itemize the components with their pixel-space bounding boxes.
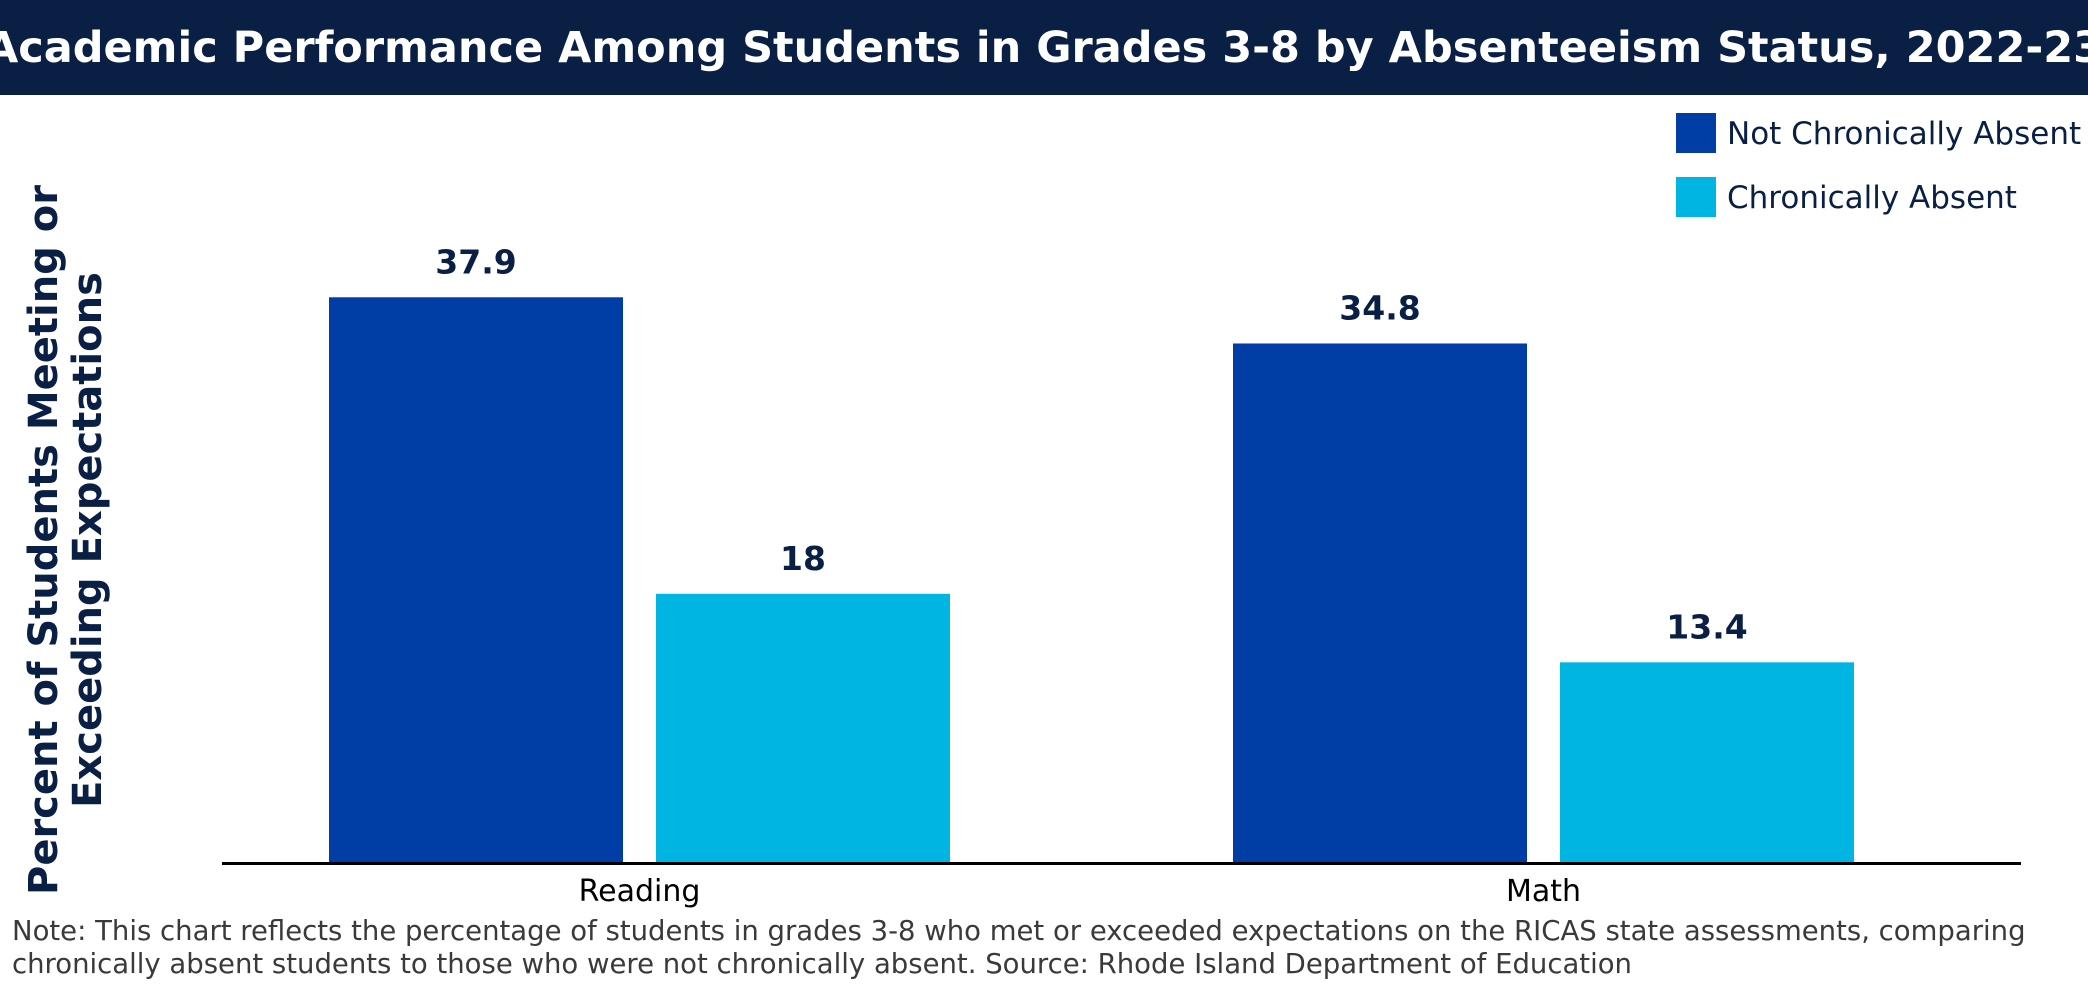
category-label-math: Math xyxy=(1506,874,1581,909)
value-label-math-chronically-absent: 13.4 xyxy=(1666,607,1747,646)
category-labels: Reading Math xyxy=(579,874,1581,909)
legend-swatch-chronically-absent xyxy=(1676,177,1716,217)
chart-title-bar: Academic Performance Among Students in G… xyxy=(0,0,2088,95)
bars xyxy=(329,297,1854,863)
category-label-reading: Reading xyxy=(579,874,701,909)
bar-reading-not-chronically-absent xyxy=(329,297,623,862)
bar-math-chronically-absent xyxy=(1560,662,1854,862)
legend-label-not-chronically-absent: Not Chronically Absent xyxy=(1727,116,2081,152)
y-axis-label-line-2: Exceeding Expectations xyxy=(65,272,111,808)
bar-math-not-chronically-absent xyxy=(1233,343,1527,863)
bar-reading-chronically-absent xyxy=(656,593,950,862)
value-labels: 37.9 18 34.8 13.4 xyxy=(435,242,1747,646)
chart-title: Academic Performance Among Students in G… xyxy=(0,22,2088,73)
legend: Not Chronically Absent Chronically Absent xyxy=(1676,113,2081,217)
value-label-reading-not-chronically-absent: 37.9 xyxy=(435,242,516,281)
legend-label-chronically-absent: Chronically Absent xyxy=(1727,180,2017,216)
chart-plot: Percent of Students Meeting orExceeding … xyxy=(21,113,2081,909)
y-axis-label-line-1: Percent of Students Meeting or xyxy=(21,185,67,895)
legend-swatch-not-chronically-absent xyxy=(1676,113,1716,153)
y-axis-label: Percent of Students Meeting orExceeding … xyxy=(21,185,111,895)
chart-note: Note: This chart reflects the percentage… xyxy=(12,915,2026,980)
value-label-math-not-chronically-absent: 34.8 xyxy=(1339,288,1420,327)
value-label-reading-chronically-absent: 18 xyxy=(780,539,826,578)
